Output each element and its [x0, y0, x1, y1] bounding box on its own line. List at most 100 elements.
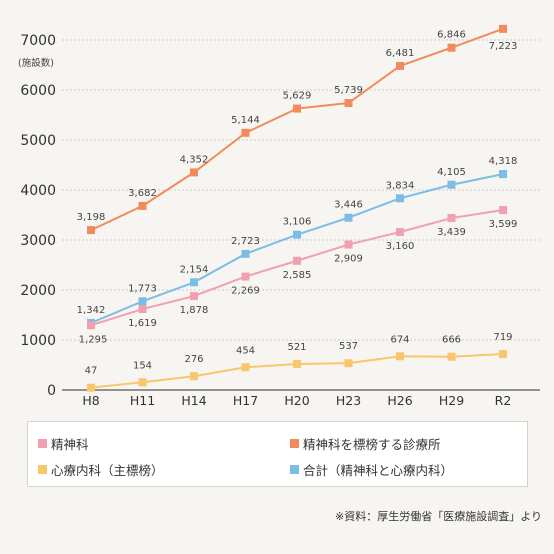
data-label: 4,352	[180, 154, 209, 165]
data-point	[138, 305, 147, 314]
data-point	[396, 352, 404, 361]
data-label: 521	[287, 342, 306, 353]
series-points	[87, 24, 507, 392]
data-point	[241, 128, 250, 137]
x-tick-label: H20	[284, 393, 309, 408]
legend-label-total: 合計（精神科と心療内科）	[303, 463, 454, 478]
y-tick-label: 1000	[20, 333, 56, 349]
data-point	[293, 104, 301, 113]
data-point	[190, 278, 198, 287]
data-point	[447, 214, 456, 223]
data-label: 6,481	[386, 48, 415, 59]
data-label: 5,739	[334, 85, 363, 96]
y-tick-label: 3000	[20, 233, 56, 249]
data-label: 454	[236, 345, 255, 356]
legend-label-clinic: 精神科を標榜する診療所	[303, 437, 441, 452]
data-label: 1,295	[79, 334, 108, 345]
data-point	[293, 230, 301, 239]
data-point	[344, 240, 353, 249]
y-tick-label: 6000	[20, 83, 56, 99]
x-tick-label: R2	[495, 393, 512, 408]
data-point	[447, 352, 456, 361]
data-point	[344, 213, 353, 222]
data-point	[87, 383, 95, 392]
data-label: 3,106	[283, 217, 312, 228]
y-axis: 0 1000 2000 3000 4000 5000 6000 7000	[20, 33, 56, 399]
x-tick-label: H26	[387, 393, 412, 408]
y-tick-label: 7000	[20, 33, 56, 49]
data-label: 1,342	[77, 305, 106, 316]
legend-item-clinic: 精神科を標榜する診療所	[290, 434, 441, 453]
data-point	[396, 228, 404, 236]
data-point	[87, 321, 95, 330]
data-point	[138, 201, 147, 210]
data-label: 2,269	[231, 286, 260, 297]
legend-label-psychosomatic: 心療内科（主標榜）	[51, 463, 164, 478]
legend-swatch-total	[290, 465, 299, 474]
data-label: 537	[339, 341, 358, 352]
data-labels: 3,198 3,682 4,352 5,144 5,629 5,739 6,481 6,846…	[77, 30, 518, 377]
data-point	[447, 180, 456, 189]
x-tick-label: H14	[181, 393, 206, 408]
x-tick-label: H23	[336, 393, 361, 408]
data-point	[190, 372, 198, 381]
x-tick-label: H11	[130, 393, 155, 408]
data-label: 666	[442, 335, 461, 346]
series-line	[90, 27, 504, 232]
data-point	[344, 99, 353, 108]
legend-swatch-psych	[38, 439, 47, 448]
data-label: 154	[133, 360, 152, 371]
data-label: 3,682	[128, 188, 157, 199]
data-label: 7,223	[489, 41, 518, 52]
data-point	[447, 43, 456, 52]
data-label: 2,909	[334, 254, 363, 265]
data-label: 3,160	[386, 241, 415, 252]
data-point	[499, 170, 507, 179]
data-label: 5,629	[283, 91, 312, 102]
legend-item-psychosomatic: 心療内科（主標榜）	[38, 460, 164, 479]
data-label: 47	[85, 366, 98, 377]
data-label: 674	[390, 334, 409, 345]
data-point	[499, 350, 507, 359]
grid-lines	[62, 39, 540, 391]
data-label: 6,846	[437, 30, 466, 41]
y-tick-label: 2000	[20, 283, 56, 299]
data-label: 1,773	[128, 283, 157, 294]
data-point	[499, 206, 507, 215]
data-label: 276	[184, 354, 203, 365]
data-point	[241, 272, 250, 281]
data-point	[241, 363, 250, 372]
data-label: 4,105	[437, 167, 466, 178]
legend: 精神科 精神科を標榜する診療所 心療内科（主標榜） 合計（精神科と心療内科）	[27, 421, 528, 487]
data-label: 1,619	[128, 318, 157, 329]
data-point	[396, 61, 404, 70]
data-point	[241, 249, 250, 258]
data-label: 719	[493, 332, 512, 343]
data-point	[293, 256, 301, 265]
data-label: 3,198	[77, 212, 106, 223]
x-tick-label: H8	[82, 393, 99, 408]
data-point	[190, 168, 198, 177]
data-label: 4,318	[489, 156, 518, 167]
data-label: 3,446	[334, 200, 363, 211]
data-point	[499, 24, 507, 33]
data-label: 1,878	[180, 305, 209, 316]
series-line	[90, 353, 504, 389]
data-label: 3,834	[386, 180, 415, 191]
data-point	[138, 378, 147, 387]
source-note: ※資料：厚生労働省「医療施設調査」より	[335, 510, 542, 523]
y-axis-unit: (施設数)	[18, 57, 54, 69]
legend-item-psych: 精神科	[38, 434, 89, 453]
x-tick-label: H29	[439, 393, 464, 408]
x-tick-label: H17	[233, 393, 258, 408]
data-point	[87, 226, 95, 235]
data-point	[344, 359, 353, 368]
data-label: 3,599	[489, 219, 518, 230]
data-label: 3,439	[437, 227, 466, 238]
y-tick-label: 5000	[20, 133, 56, 149]
y-tick-label: 0	[47, 383, 56, 399]
data-label: 2,723	[231, 236, 260, 247]
line-chart: 0 1000 2000 3000 4000 5000 6000 7000 (施設数) H8 H1…	[18, 24, 540, 408]
data-point	[293, 359, 301, 368]
data-point	[138, 297, 147, 306]
